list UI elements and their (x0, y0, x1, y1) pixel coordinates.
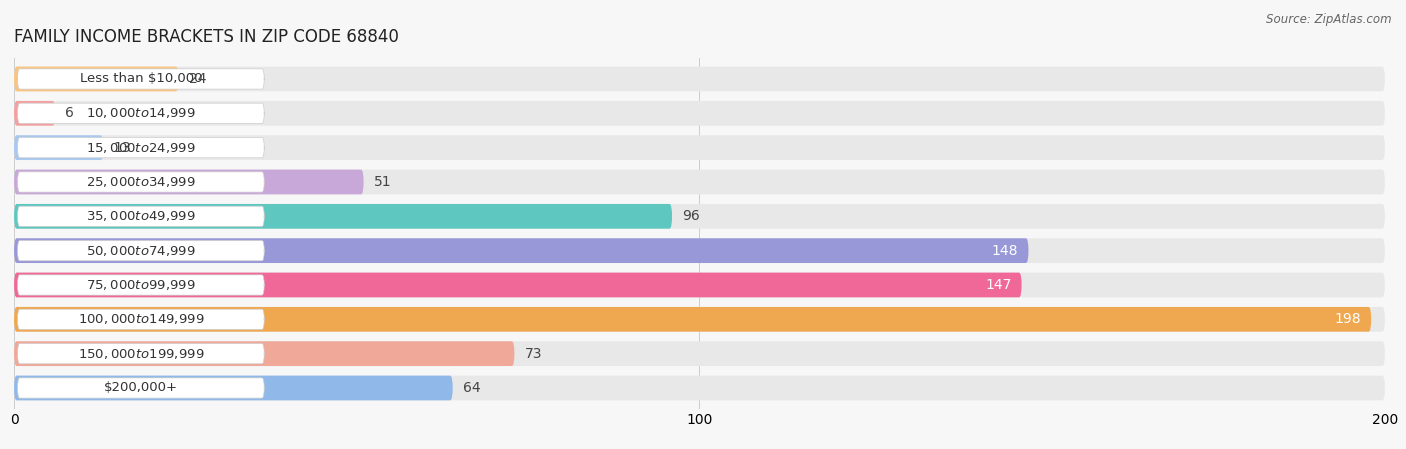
FancyBboxPatch shape (17, 172, 264, 192)
Text: 148: 148 (991, 244, 1018, 258)
FancyBboxPatch shape (14, 204, 672, 229)
Text: 198: 198 (1334, 313, 1361, 326)
Text: 64: 64 (463, 381, 481, 395)
Text: $10,000 to $14,999: $10,000 to $14,999 (86, 106, 195, 120)
FancyBboxPatch shape (14, 66, 179, 91)
FancyBboxPatch shape (14, 135, 1385, 160)
FancyBboxPatch shape (17, 69, 264, 89)
FancyBboxPatch shape (14, 341, 1385, 366)
Text: Source: ZipAtlas.com: Source: ZipAtlas.com (1267, 13, 1392, 26)
FancyBboxPatch shape (17, 206, 264, 226)
Text: 73: 73 (524, 347, 543, 361)
FancyBboxPatch shape (14, 238, 1029, 263)
Text: $150,000 to $199,999: $150,000 to $199,999 (77, 347, 204, 361)
Text: 96: 96 (682, 209, 700, 223)
FancyBboxPatch shape (14, 170, 1385, 194)
FancyBboxPatch shape (14, 135, 103, 160)
Text: 51: 51 (374, 175, 391, 189)
FancyBboxPatch shape (14, 341, 515, 366)
FancyBboxPatch shape (17, 241, 264, 261)
FancyBboxPatch shape (17, 343, 264, 364)
Text: $35,000 to $49,999: $35,000 to $49,999 (86, 209, 195, 223)
FancyBboxPatch shape (17, 103, 264, 123)
FancyBboxPatch shape (14, 101, 1385, 126)
FancyBboxPatch shape (17, 309, 264, 330)
FancyBboxPatch shape (14, 204, 1385, 229)
Text: $50,000 to $74,999: $50,000 to $74,999 (86, 244, 195, 258)
FancyBboxPatch shape (17, 378, 264, 398)
FancyBboxPatch shape (14, 307, 1385, 332)
FancyBboxPatch shape (14, 307, 1371, 332)
Text: 13: 13 (114, 141, 131, 154)
Text: $100,000 to $149,999: $100,000 to $149,999 (77, 313, 204, 326)
FancyBboxPatch shape (14, 273, 1385, 297)
FancyBboxPatch shape (14, 101, 55, 126)
Text: Less than $10,000: Less than $10,000 (80, 72, 202, 85)
Text: 6: 6 (66, 106, 75, 120)
Text: 24: 24 (188, 72, 207, 86)
Text: $15,000 to $24,999: $15,000 to $24,999 (86, 141, 195, 154)
Text: $75,000 to $99,999: $75,000 to $99,999 (86, 278, 195, 292)
FancyBboxPatch shape (14, 376, 1385, 401)
FancyBboxPatch shape (17, 137, 264, 158)
Text: $25,000 to $34,999: $25,000 to $34,999 (86, 175, 195, 189)
Text: $200,000+: $200,000+ (104, 382, 179, 395)
Text: FAMILY INCOME BRACKETS IN ZIP CODE 68840: FAMILY INCOME BRACKETS IN ZIP CODE 68840 (14, 28, 399, 46)
Text: 147: 147 (986, 278, 1011, 292)
FancyBboxPatch shape (14, 376, 453, 401)
FancyBboxPatch shape (14, 273, 1022, 297)
FancyBboxPatch shape (14, 170, 364, 194)
FancyBboxPatch shape (17, 275, 264, 295)
FancyBboxPatch shape (14, 238, 1385, 263)
FancyBboxPatch shape (14, 66, 1385, 91)
